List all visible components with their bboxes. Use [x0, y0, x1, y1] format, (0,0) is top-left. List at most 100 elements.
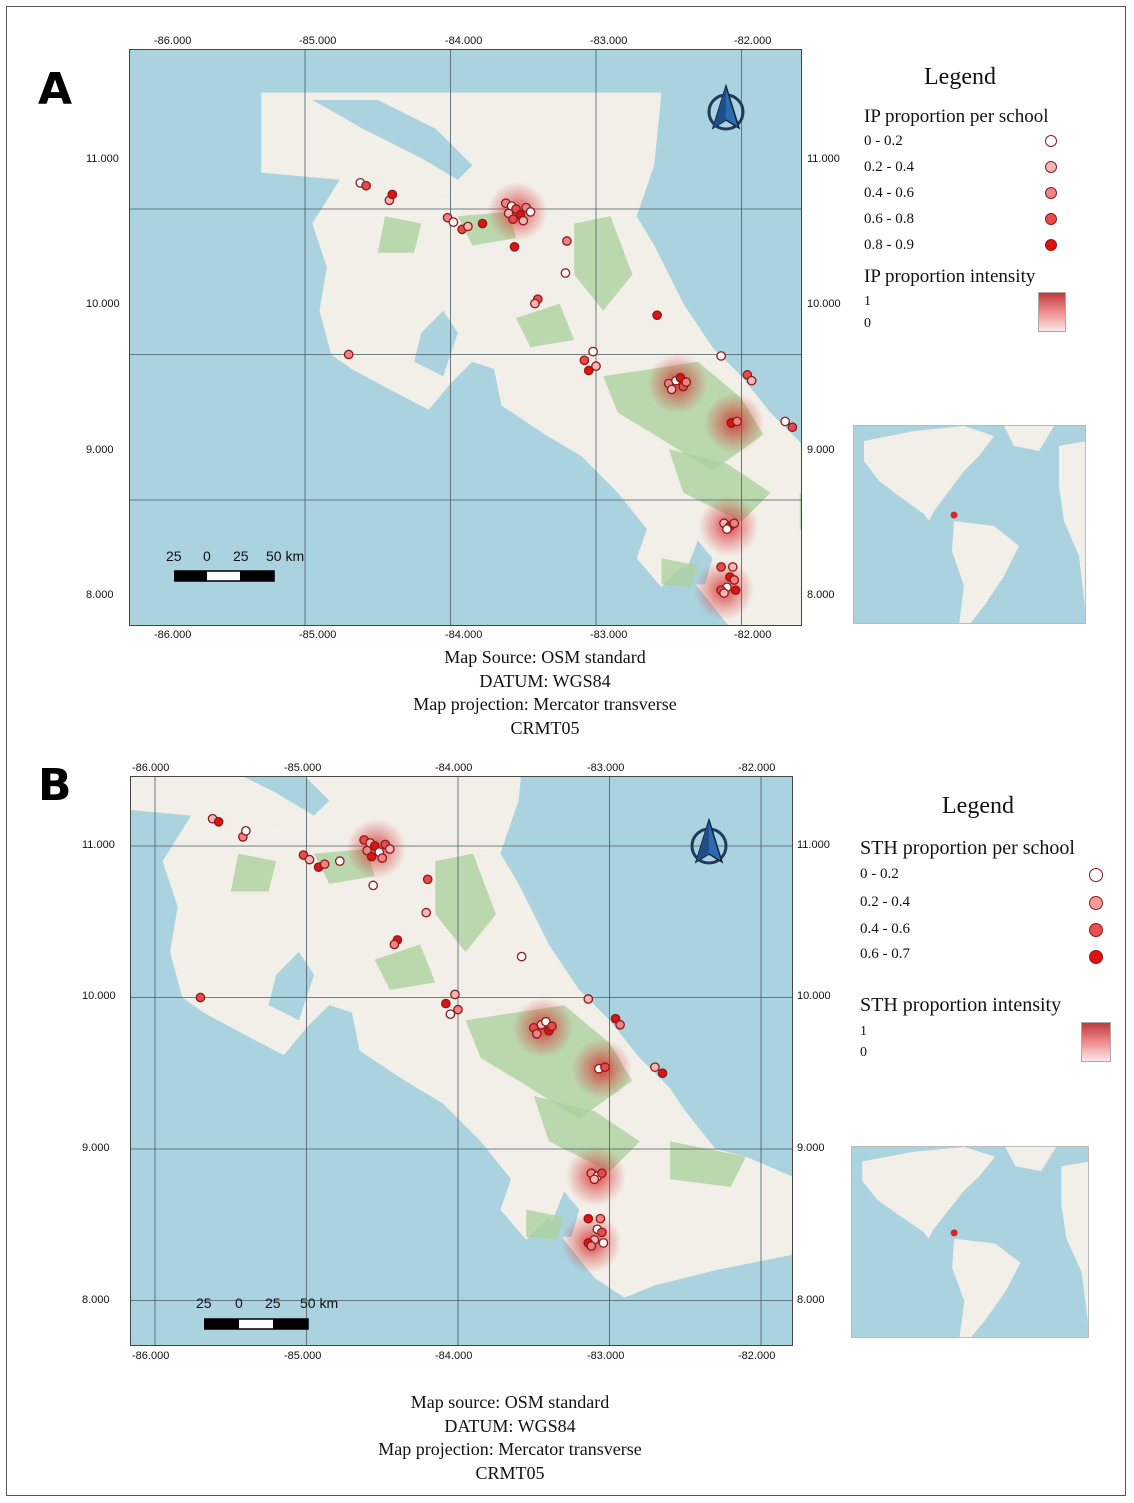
panel-letter: B [38, 760, 72, 811]
school-point [463, 221, 473, 232]
bottom-tick: -86.000 [154, 629, 192, 641]
school-point [448, 217, 459, 227]
school-point [334, 856, 345, 867]
inset-location-marker [950, 511, 958, 519]
school-point [422, 874, 433, 885]
school-point [453, 1004, 463, 1015]
right-tick: 8.000 [797, 1294, 825, 1306]
forest-area [374, 944, 436, 990]
left-tick: 9.000 [82, 1142, 110, 1154]
legend-class-label: 0.6 - 0.8 [864, 211, 914, 227]
legend-class-label: 0.8 - 0.9 [864, 237, 914, 253]
inset-south-america [952, 1238, 1021, 1337]
inset-north-america [864, 426, 994, 521]
school-point [600, 1062, 610, 1073]
legend-intensity-high: 1 [860, 1024, 867, 1039]
legend-class-label: 0.4 - 0.6 [860, 921, 910, 937]
legend-points-title: STH proportion per school [860, 837, 1075, 859]
school-point [657, 1068, 668, 1079]
school-point [589, 1174, 600, 1185]
caption-line: CRMT05 [475, 1462, 545, 1483]
school-point [583, 365, 594, 376]
forest-area [516, 303, 575, 348]
school-point [366, 851, 377, 862]
bottom-tick: -82.000 [734, 629, 772, 641]
bottom-tick: -85.000 [284, 1350, 322, 1362]
school-point [727, 562, 738, 572]
school-point [562, 236, 572, 246]
panel-letter: A [38, 64, 73, 115]
school-point [732, 416, 742, 427]
school-point [586, 1241, 597, 1251]
bottom-tick: -85.000 [299, 629, 337, 641]
left-tick: 10.000 [86, 298, 120, 310]
forest-area [435, 853, 496, 952]
forest-area [574, 216, 633, 311]
map-frame[interactable] [130, 776, 793, 1346]
top-tick: -86.000 [132, 762, 170, 774]
legend-class-dot [1045, 161, 1057, 173]
bottom-tick: -82.000 [738, 1350, 776, 1362]
right-tick: 11.000 [797, 839, 830, 851]
land-nicaragua [131, 777, 521, 859]
scale-label: 50 km [266, 548, 305, 564]
top-tick: -83.000 [587, 762, 625, 774]
school-point [746, 375, 757, 386]
school-point [508, 214, 518, 225]
bottom-tick: -83.000 [587, 1350, 625, 1362]
legend-class-label: 0 - 0.2 [864, 133, 903, 149]
school-point [516, 951, 527, 962]
forest-area [230, 853, 277, 892]
top-tick: -83.000 [590, 35, 628, 47]
school-point [421, 907, 432, 918]
map-canvas[interactable] [131, 777, 793, 1346]
gulf-of-nicoya [414, 310, 458, 377]
school-point [730, 585, 741, 596]
lake-nicaragua [244, 777, 330, 816]
bottom-tick: -84.000 [435, 1350, 473, 1362]
map-canvas[interactable] [130, 50, 802, 626]
top-tick: -85.000 [299, 35, 337, 47]
caption-line: DATUM: WGS84 [444, 1415, 576, 1436]
inset-europe-africa [1061, 1161, 1088, 1323]
inset-world-map [851, 1146, 1089, 1338]
school-point [518, 215, 529, 226]
left-tick: 11.000 [82, 839, 115, 851]
inset-greenland [1004, 426, 1054, 451]
school-point [304, 854, 315, 865]
north-arrow-icon [690, 818, 728, 865]
scale-label: 0 [235, 1295, 243, 1311]
legend-class-dot [1089, 923, 1103, 937]
school-point [588, 346, 598, 357]
left-tick: 10.000 [82, 990, 116, 1002]
legend-class-dot [1045, 213, 1057, 225]
legend-class-label: 0 - 0.2 [860, 866, 899, 882]
caption-line: DATUM: WGS84 [479, 670, 611, 691]
top-tick: -82.000 [734, 35, 772, 47]
school-point [560, 268, 571, 278]
school-point [241, 825, 251, 836]
forest-area [526, 1209, 565, 1240]
school-point [652, 310, 662, 321]
right-tick: 10.000 [797, 990, 831, 1002]
school-point [722, 524, 732, 534]
scale-bar [174, 570, 275, 582]
map-frame[interactable] [129, 49, 802, 626]
forest-area [799, 492, 801, 530]
top-tick: -82.000 [738, 762, 776, 774]
school-point [729, 518, 740, 529]
legend-class-dot [1045, 135, 1057, 147]
scale-label: 50 km [300, 1295, 339, 1311]
north-arrow-icon [707, 84, 745, 131]
legend-intensity-high: 1 [864, 294, 871, 309]
scale-label: 25 [196, 1295, 212, 1311]
legend-intensity-low: 0 [864, 316, 871, 331]
school-point [319, 859, 330, 870]
caption-line: CRMT05 [510, 717, 580, 738]
legend-class-label: 0.4 - 0.6 [864, 185, 914, 201]
forest-area [377, 216, 422, 253]
right-tick: 9.000 [797, 1142, 825, 1154]
school-point [595, 1213, 606, 1224]
right-tick: 8.000 [807, 589, 835, 601]
top-tick: -84.000 [445, 35, 483, 47]
